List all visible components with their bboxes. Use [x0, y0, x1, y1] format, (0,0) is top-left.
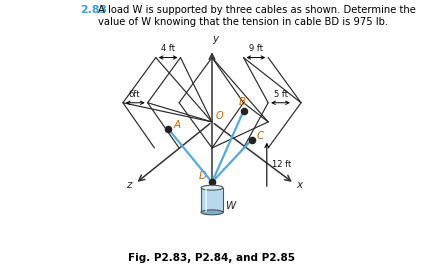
Polygon shape: [201, 188, 223, 212]
Text: z: z: [126, 181, 132, 190]
Text: 5 ft: 5 ft: [273, 90, 287, 99]
Text: W: W: [226, 201, 237, 211]
Ellipse shape: [201, 185, 223, 190]
Point: [209, 180, 215, 184]
Text: B: B: [239, 98, 246, 107]
Text: 9 ft: 9 ft: [249, 44, 263, 53]
Text: A: A: [174, 120, 181, 130]
Text: A load W is supported by three cables as shown. Determine the: A load W is supported by three cables as…: [98, 5, 416, 15]
Text: 12 ft: 12 ft: [272, 160, 292, 169]
Text: 6ft: 6ft: [128, 90, 139, 99]
Text: y: y: [212, 34, 219, 44]
Text: 2.83: 2.83: [80, 5, 107, 15]
Text: x: x: [296, 181, 302, 190]
Text: D: D: [199, 172, 207, 181]
Text: 4 ft: 4 ft: [161, 44, 175, 53]
Text: O: O: [215, 112, 223, 121]
Ellipse shape: [201, 210, 223, 215]
Point: [240, 109, 247, 113]
Text: value of W knowing that the tension in cable BD is 975 lb.: value of W knowing that the tension in c…: [98, 17, 388, 27]
Text: C: C: [257, 131, 264, 141]
Text: Fig. P2.83, P2.84, and P2.85: Fig. P2.83, P2.84, and P2.85: [128, 253, 296, 263]
Point: [248, 138, 255, 142]
Point: [165, 127, 172, 131]
